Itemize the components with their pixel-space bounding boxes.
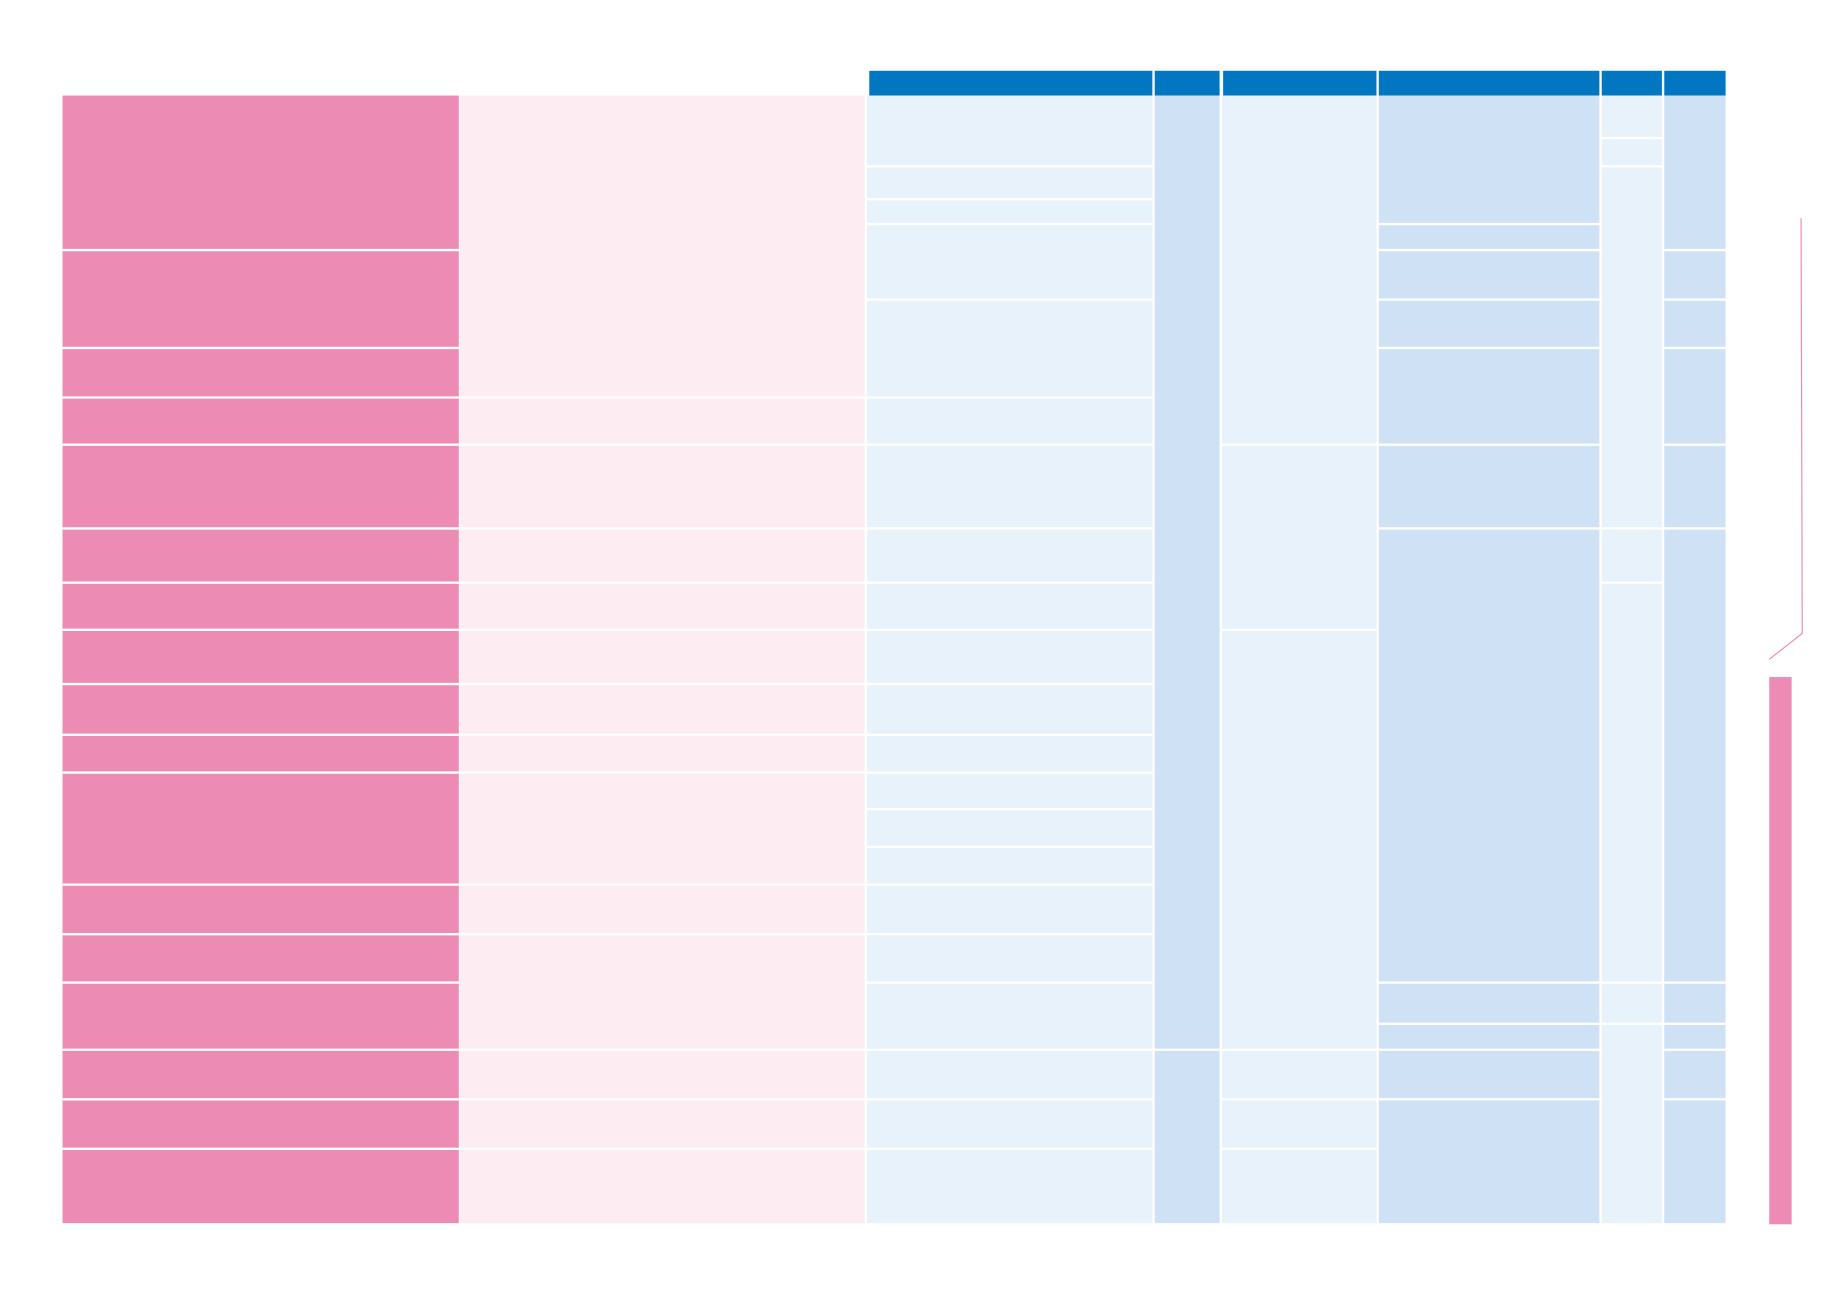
column (1601, 95, 1662, 1224)
column (1154, 95, 1220, 1224)
header-cell (1601, 70, 1662, 96)
columns (62, 95, 1726, 1224)
header-cell (1664, 70, 1726, 96)
header-bar (869, 70, 1726, 96)
header-cell (1154, 70, 1220, 96)
column (866, 95, 1153, 1224)
column (1664, 95, 1726, 1224)
header-cell (1378, 70, 1600, 96)
header-cell (1223, 70, 1377, 96)
bracket-line (1768, 218, 1803, 660)
row-separators (62, 136, 1726, 1151)
side-bar (1769, 677, 1792, 1225)
column (62, 95, 459, 1224)
side-decoration (1768, 218, 1803, 1225)
header-cell (869, 70, 1153, 96)
column (1221, 95, 1377, 1224)
column (1378, 95, 1600, 1224)
column (460, 95, 865, 1224)
